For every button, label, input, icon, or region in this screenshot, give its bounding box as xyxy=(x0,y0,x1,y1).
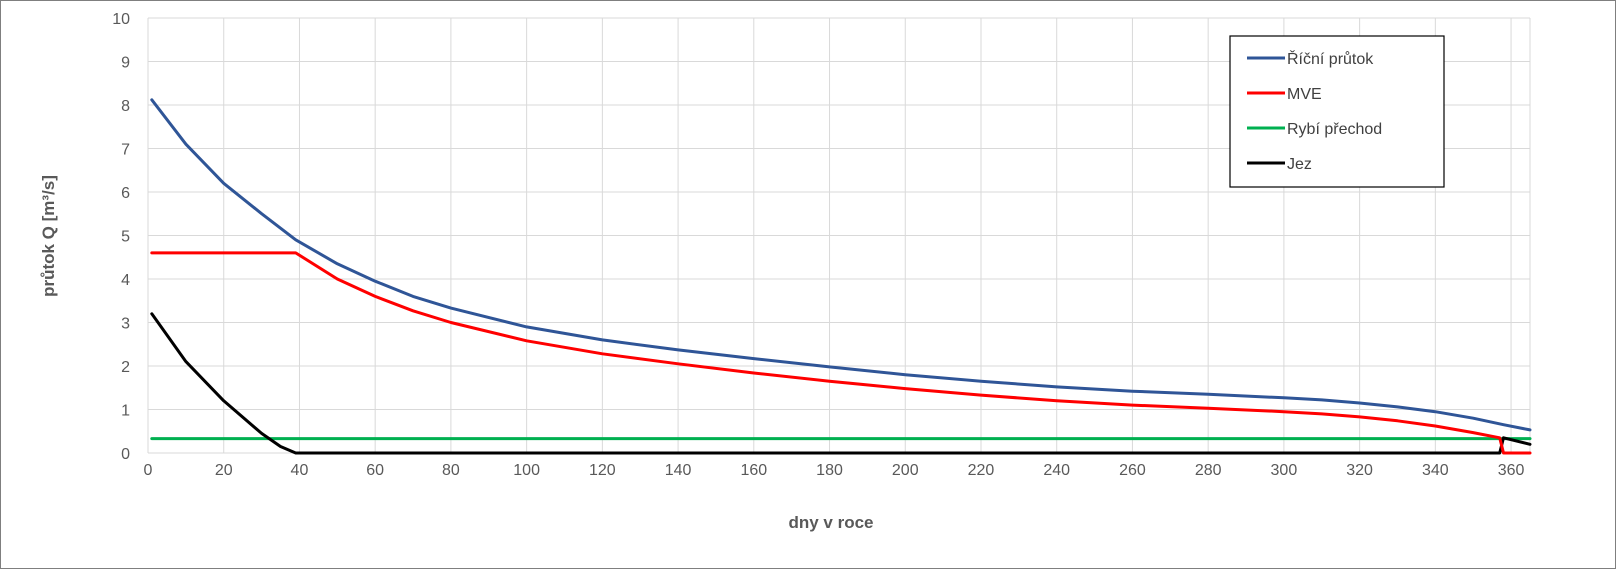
y-tick-label: 2 xyxy=(121,359,130,376)
legend: Říční průtok MVE Rybí přechod Jez xyxy=(1229,35,1445,188)
x-tick-label: 260 xyxy=(1119,462,1146,479)
x-tick-label: 240 xyxy=(1043,462,1070,479)
y-tick-label: 9 xyxy=(121,55,130,72)
x-tick-label: 300 xyxy=(1271,462,1298,479)
y-tick-label: 7 xyxy=(121,142,130,159)
y-tick-label: 8 xyxy=(121,98,130,115)
y-tick-label: 1 xyxy=(121,403,130,420)
series-line-mve xyxy=(150,251,1532,455)
series-lines xyxy=(150,98,1532,455)
series-line-ricni-prutok xyxy=(150,98,1532,432)
x-tick-label: 160 xyxy=(740,462,767,479)
y-tick-label: 4 xyxy=(121,272,130,289)
y-tick-label: 3 xyxy=(121,316,130,333)
x-axis-title: dny v roce xyxy=(788,513,873,532)
x-tick-label: 20 xyxy=(215,462,233,479)
legend-label-ricni-prutok: Říční průtok xyxy=(1287,49,1374,68)
x-tick-label: 200 xyxy=(892,462,919,479)
x-tick-labels: 0 20 40 60 80 100 120 140 160 180 200 220 240 260 280 3… xyxy=(144,462,1525,479)
x-tick-label: 0 xyxy=(144,462,153,479)
y-axis-title: průtok Q [m³/s] xyxy=(39,175,58,297)
x-tick-label: 60 xyxy=(366,462,384,479)
x-tick-label: 120 xyxy=(589,462,616,479)
y-tick-label: 0 xyxy=(121,446,130,463)
x-tick-label: 180 xyxy=(816,462,843,479)
x-tick-label: 280 xyxy=(1195,462,1222,479)
x-tick-label: 100 xyxy=(513,462,540,479)
x-tick-label: 320 xyxy=(1346,462,1373,479)
legend-label-rybi-prechod: Rybí přechod xyxy=(1287,121,1382,138)
x-tick-label: 360 xyxy=(1498,462,1525,479)
x-tick-label: 140 xyxy=(665,462,692,479)
y-tick-label: 5 xyxy=(121,229,130,246)
y-tick-label: 10 xyxy=(112,11,130,28)
y-tick-label: 6 xyxy=(121,185,130,202)
gridlines xyxy=(148,17,1531,453)
legend-label-jez: Jez xyxy=(1287,156,1312,173)
legend-label-mve: MVE xyxy=(1287,86,1322,103)
x-tick-label: 80 xyxy=(442,462,460,479)
y-tick-labels: 0 1 2 3 4 5 6 7 8 9 10 xyxy=(112,11,130,463)
x-tick-label: 40 xyxy=(291,462,309,479)
x-tick-label: 340 xyxy=(1422,462,1449,479)
x-tick-label: 220 xyxy=(968,462,995,479)
